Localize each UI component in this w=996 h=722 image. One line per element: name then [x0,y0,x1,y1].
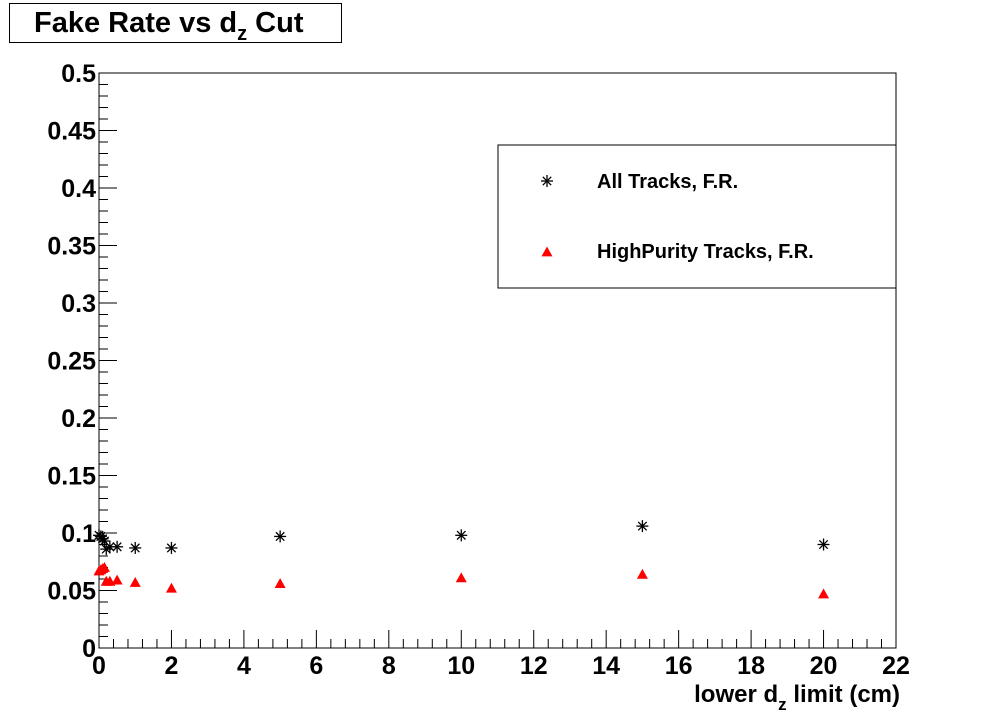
chart-title-tail: Cut [247,7,304,39]
x-tick-label: 18 [737,652,765,680]
x-tick-label: 22 [882,652,910,680]
legend-marker-all-tracks-shape [541,175,553,187]
y-tick-label: 0.1 [61,520,96,548]
x-axis-title: lower dz limit (cm) [694,681,900,714]
x-tick-label: 2 [165,652,179,680]
data-point-all-tracks [111,540,124,553]
data-point-highpurity-tracks [165,582,177,593]
data-point-highpurity-tracks [455,572,467,583]
x-tick-label: 6 [309,652,323,680]
legend-marker-highpurity-tracks [541,246,553,257]
y-tick-label: 0.5 [61,60,96,88]
x-tick-label: 0 [92,652,106,680]
chart-title-box: Fake Rate vs dz Cut [9,3,342,45]
data-point-highpurity-tracks [98,562,110,572]
data-point-all-tracks [817,538,830,551]
y-tick-label: 0 [82,635,96,663]
chart-title: Fake Rate vs dz Cut [34,6,303,51]
chart-title-subscript: z [237,23,248,45]
x-axis-title-tail: limit (cm) [787,681,900,708]
x-tick-label: 8 [382,652,396,680]
y-tick-label: 0.15 [47,463,96,491]
x-axis-title-subscript: z [778,695,787,714]
data-point-all-tracks [129,541,142,554]
legend-label-all-tracks: All Tracks, F.R. [597,171,738,193]
x-tick-label: 4 [237,652,251,680]
data-point-highpurity-tracks [636,568,648,579]
data-point-highpurity-tracks [274,578,286,588]
x-axis: 0 2 4 6 8 10 12 14 16 18 20 22 [92,630,910,680]
x-tick-label: 12 [520,652,548,680]
y-tick-label: 0.45 [47,118,96,146]
data-point-all-tracks [165,541,178,554]
legend: All Tracks, F.R. HighPurity Tracks, F.R. [497,144,897,289]
y-tick-label: 0.3 [61,290,96,318]
x-tick-label: 16 [665,652,693,680]
legend-box [497,144,897,289]
y-tick-label: 0.05 [47,578,96,606]
data-point-highpurity-tracks [818,588,830,599]
y-tick-label: 0.4 [61,175,96,203]
legend-label-highpurity-tracks: HighPurity Tracks, F.R. [597,241,814,263]
y-tick-label: 0.35 [47,233,96,261]
x-tick-label: 20 [810,652,838,680]
data-point-all-tracks [274,530,287,543]
data-point-highpurity-tracks [129,576,141,587]
y-tick-label: 0.25 [47,348,96,376]
chart-title-main: Fake Rate vs d [34,7,238,39]
y-tick-label: 0.2 [61,405,96,433]
x-tick-label: 10 [447,652,475,680]
x-axis-title-main: lower d [694,681,778,708]
data-point-all-tracks [455,529,468,542]
y-axis: 0 0.05 0.1 0.15 0.2 0.25 0.3 0.35 0.4 0.45 0.5 [47,60,117,663]
legend-marker-all-tracks [541,175,553,187]
data-point-all-tracks [636,520,649,533]
legend-marker-highpurity-tracks-shape [541,246,553,257]
data-point-highpurity-tracks [111,574,123,585]
x-tick-label: 14 [592,652,620,680]
data-series [93,520,830,599]
